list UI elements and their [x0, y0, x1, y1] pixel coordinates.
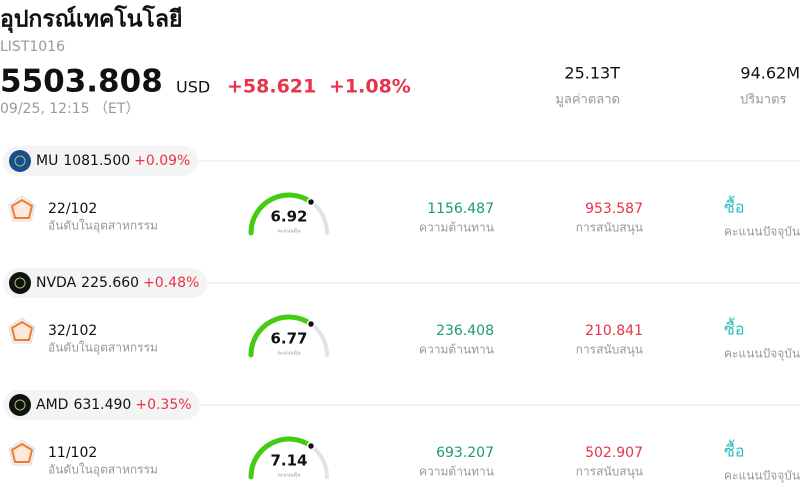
- price: 5503.808: [0, 64, 163, 100]
- resistance-label: ความต้านทาน: [419, 221, 494, 235]
- signal-label: คะแนนปัจจุบัน: [724, 225, 800, 240]
- stock-pill: [3, 390, 200, 420]
- gauge-dot: [306, 319, 316, 329]
- rank-icon: [10, 320, 34, 341]
- gauge-fill: [248, 436, 314, 480]
- gauge-track: [309, 444, 329, 479]
- support: 502.907: [585, 445, 643, 461]
- gauge-dot: [306, 441, 316, 451]
- support-label: การสนับสนุน: [576, 221, 643, 236]
- ticker: AMD: [36, 397, 68, 413]
- resistance-label: ความต้านทาน: [419, 465, 494, 479]
- logo-inner: [14, 277, 26, 289]
- signal-label: คะแนนปัจจุบัน: [724, 469, 800, 484]
- rank-icon: [10, 198, 34, 219]
- volume-label: ปริมาตร: [740, 93, 787, 108]
- change: +58.621: [227, 76, 316, 98]
- signal: ซื้อ: [724, 440, 744, 461]
- gauge-dot: [306, 197, 316, 207]
- rank: 22/102: [48, 201, 97, 217]
- rank-icon: [10, 442, 34, 463]
- logo-inner: [14, 399, 26, 411]
- rank: 32/102: [48, 323, 97, 339]
- logo-inner: [14, 155, 26, 167]
- stock-change: +0.09%: [134, 153, 190, 169]
- rank-label: อันดับในอุตสาหกรรม: [48, 219, 158, 234]
- score-label: คะแนนหุ้น: [278, 350, 301, 357]
- gauge-fill: [248, 314, 314, 358]
- market-cap: 25.13T: [564, 64, 620, 83]
- stock-pill: [3, 146, 199, 176]
- market-cap-label: มูลค่าตลาด: [555, 93, 620, 108]
- stock-price: 631.490: [73, 397, 131, 413]
- stock-row: AMD 631.490 +0.35% 11/102 อันดับในอุตสาหกรรม…: [3, 390, 800, 484]
- currency: USD: [176, 78, 210, 97]
- time: 09/25, 12:15 （ET）: [0, 101, 139, 117]
- resistance: 693.207: [436, 445, 494, 461]
- resistance: 236.408: [436, 323, 494, 339]
- stock-change: +0.35%: [135, 397, 191, 413]
- score-label: คะแนนหุ้น: [278, 228, 301, 235]
- support: 953.587: [585, 201, 643, 217]
- title: อุปกรณ์เทคโนโลยี: [0, 5, 182, 34]
- rank: 11/102: [48, 445, 97, 461]
- logo: [9, 394, 31, 416]
- stock-price: 1081.500: [63, 153, 130, 169]
- change-pct: +1.08%: [329, 76, 411, 98]
- stock-row: MU 1081.500 +0.09% 22/102 อันดับในอุตสาหกรรม…: [3, 146, 800, 240]
- resistance-label: ความต้านทาน: [419, 343, 494, 357]
- ticker: NVDA: [36, 275, 77, 291]
- support-label: การสนับสนุน: [576, 343, 643, 358]
- signal: ซื้อ: [724, 318, 744, 339]
- stock-row: NVDA 225.660 +0.48% 32/102 อันดับในอุตสาหกรร…: [3, 268, 800, 362]
- support: 210.841: [585, 323, 643, 339]
- score: 6.77: [270, 330, 307, 348]
- gauge-track: [309, 200, 329, 235]
- logo: [9, 272, 31, 294]
- gauge-track: [309, 322, 329, 357]
- stock-change: +0.48%: [143, 275, 199, 291]
- score: 7.14: [270, 452, 307, 470]
- logo: [9, 150, 31, 172]
- score: 6.92: [270, 208, 307, 226]
- support-label: การสนับสนุน: [576, 465, 643, 480]
- resistance: 1156.487: [427, 201, 494, 217]
- rank-label: อันดับในอุตสาหกรรม: [48, 463, 158, 478]
- code: LIST1016: [0, 39, 65, 55]
- stock-pill: [3, 268, 208, 298]
- ticker: MU: [36, 153, 58, 169]
- stock-price: 225.660: [81, 275, 139, 291]
- score-label: คะแนนหุ้น: [278, 472, 301, 479]
- signal: ซื้อ: [724, 196, 744, 217]
- rank-label: อันดับในอุตสาหกรรม: [48, 341, 158, 356]
- signal-label: คะแนนปัจจุบัน: [724, 347, 800, 362]
- gauge-fill: [248, 192, 314, 236]
- volume: 94.62M: [740, 64, 800, 83]
